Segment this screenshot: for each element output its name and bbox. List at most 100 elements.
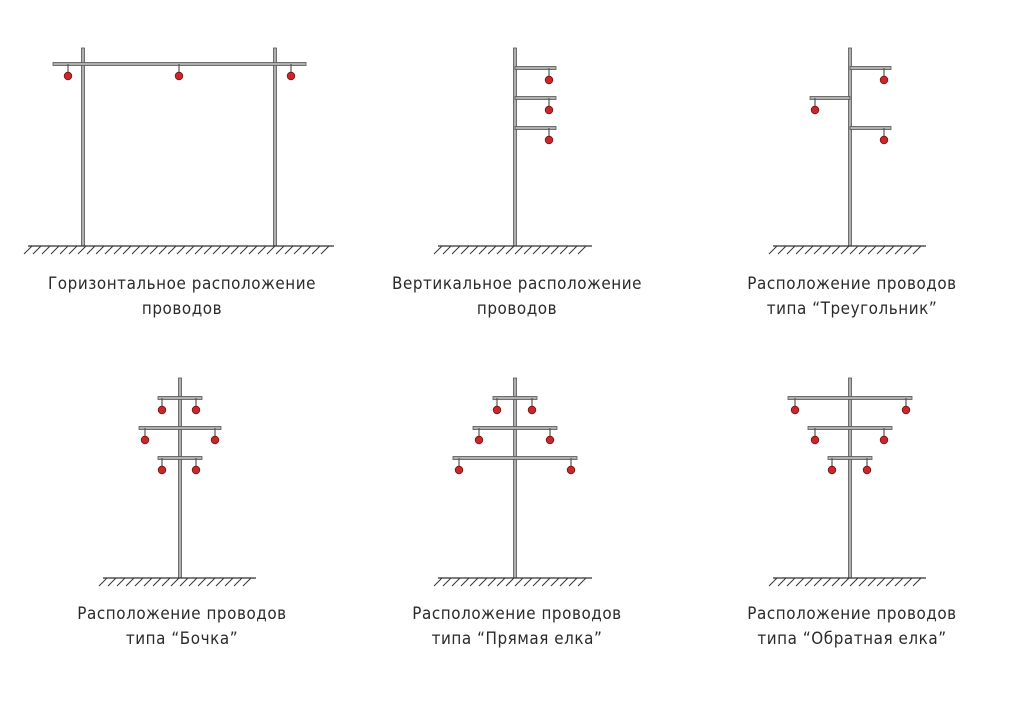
caption-vertical: Вертикальное расположение проводов: [370, 271, 664, 321]
ground-hatch: [59, 245, 69, 255]
ground-hatch: [469, 577, 479, 587]
ground-hatch: [170, 577, 180, 587]
caption-line: типа “Обратная елка”: [757, 629, 947, 648]
crossarm: [472, 426, 558, 430]
caption-line: Горизонтальное расположение: [47, 274, 317, 293]
ground-hatch: [550, 245, 560, 255]
insulator: [790, 405, 800, 415]
crossarm: [809, 96, 851, 100]
ground-hatch: [113, 245, 123, 255]
crossarm: [849, 126, 892, 130]
crossarm: [157, 456, 203, 460]
insulator: [191, 405, 201, 415]
ground-hatch: [275, 245, 285, 255]
caption-line: проводов: [141, 299, 223, 318]
ground-hatch: [152, 577, 162, 587]
ground-hatch: [786, 245, 796, 255]
ground-hatch: [840, 577, 850, 587]
ground-hatch: [822, 577, 832, 587]
insulator: [140, 435, 150, 445]
ground-hatch: [266, 245, 276, 255]
insulator: [901, 405, 911, 415]
ground-hatch: [206, 577, 216, 587]
insulator: [286, 71, 296, 81]
ground-hatch: [460, 577, 470, 587]
ground-hatch: [478, 245, 488, 255]
caption-horizontal: Горизонтальное расположение проводов: [35, 271, 329, 321]
ground-hatch: [867, 245, 877, 255]
ground-hatch: [559, 245, 569, 255]
ground-hatch: [804, 577, 814, 587]
ground-hatch: [442, 245, 452, 255]
ground-hatch: [131, 245, 141, 255]
ground-hatch: [86, 245, 96, 255]
pole: [178, 377, 182, 579]
ground-hatch: [212, 245, 222, 255]
ground-hatch: [568, 577, 578, 587]
diagram-horizontal: [23, 47, 334, 255]
ground-hatch: [831, 245, 841, 255]
ground-hatch: [559, 577, 569, 587]
ground-hatch: [577, 577, 587, 587]
ground-hatch: [885, 577, 895, 587]
caption-line: Расположение проводов: [747, 274, 957, 293]
insulator: [63, 71, 73, 81]
ground-hatch: [831, 577, 841, 587]
ground-hatch: [840, 245, 850, 255]
ground-hatch: [822, 245, 832, 255]
ground-hatch: [239, 245, 249, 255]
crossarm: [514, 66, 557, 70]
ground-hatch: [894, 577, 904, 587]
ground-hatch: [768, 245, 778, 255]
ground-hatch: [116, 577, 126, 587]
ground-hatch: [786, 577, 796, 587]
caption-barrel: Расположение проводов типа “Бочка”: [35, 601, 329, 651]
ground-hatch: [532, 577, 542, 587]
ground-hatch: [320, 245, 330, 255]
ground-hatch: [777, 577, 787, 587]
crossarm: [138, 426, 222, 430]
ground-hatch: [433, 577, 443, 587]
caption-line: Расположение проводов: [77, 604, 287, 623]
caption-line: Вертикальное расположение: [391, 274, 643, 293]
ground-hatch: [23, 245, 33, 255]
ground-hatch: [68, 245, 78, 255]
ground-hatch: [179, 577, 189, 587]
insulator: [879, 75, 889, 85]
ground-hatch: [233, 577, 243, 587]
ground-hatch: [804, 245, 814, 255]
ground-hatch: [541, 577, 551, 587]
ground-hatch: [95, 245, 105, 255]
ground-hatch: [433, 245, 443, 255]
ground-hatch: [451, 577, 461, 587]
insulator: [879, 135, 889, 145]
ground-hatch: [912, 245, 922, 255]
insulator: [454, 465, 464, 475]
ground-hatch: [122, 245, 132, 255]
ground-hatch: [293, 245, 303, 255]
crossarm: [492, 396, 538, 400]
ground-hatch: [185, 245, 195, 255]
ground-hatch: [505, 577, 515, 587]
ground-hatch: [795, 245, 805, 255]
ground-hatch: [104, 245, 114, 255]
ground-hatch: [149, 245, 159, 255]
ground-hatch: [158, 245, 168, 255]
ground-hatch: [469, 245, 479, 255]
crossarm: [807, 426, 893, 430]
insulator: [527, 405, 537, 415]
ground-hatch: [134, 577, 144, 587]
ground-hatch: [125, 577, 135, 587]
pole: [513, 377, 517, 579]
ground-hatch: [514, 577, 524, 587]
ground-hatch: [532, 245, 542, 255]
ground-hatch: [32, 245, 42, 255]
ground-hatch: [451, 245, 461, 255]
ground-hatch: [487, 245, 497, 255]
ground-hatch: [487, 577, 497, 587]
ground-hatch: [867, 577, 877, 587]
ground-hatch: [257, 245, 267, 255]
crossarm: [827, 456, 873, 460]
ground-hatch: [194, 245, 204, 255]
